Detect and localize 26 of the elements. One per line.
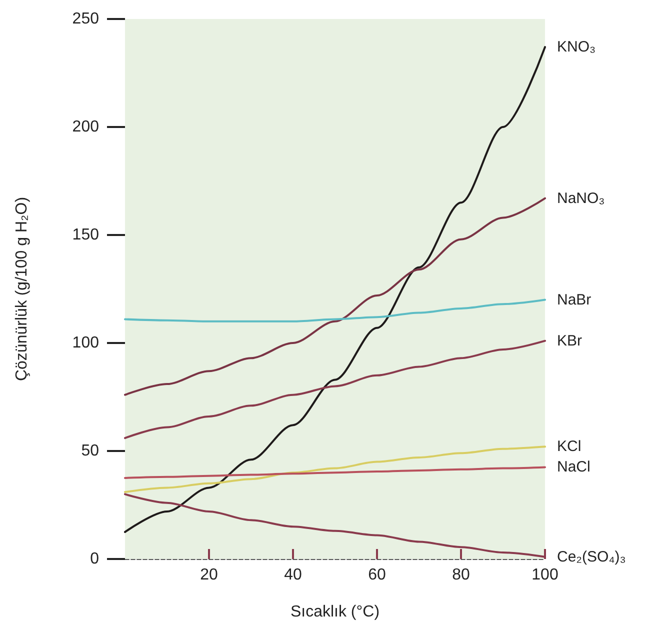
series-label: NaBr [557,291,592,308]
y-tick-label: 50 [81,442,100,460]
y-tick-label: 100 [72,334,100,352]
line-series [124,46,546,533]
x-axis-title: Sıcaklık (°C) [290,604,380,620]
x-tick-label: 100 [532,566,558,584]
y-tick-label: 200 [72,118,100,136]
x-tick-label: 40 [284,566,302,584]
series-label: NaCl [557,458,590,476]
x-tick-label: 60 [368,566,386,584]
y-axis-title: Çözünürlük (g/100 g H₂O) [14,196,30,382]
series-label: KCl [557,438,582,456]
line-series [124,298,546,322]
y-tick-label: 150 [72,226,100,244]
line-series [124,466,546,479]
x-tick-label: 80 [452,566,470,584]
series-label: Ce₂(SO₄)₃ [557,548,626,566]
line-series [124,340,546,440]
y-tick-label: 0 [90,550,100,568]
x-tick-label: 20 [200,566,218,584]
series-label: KBr [557,332,582,350]
line-series [124,197,546,396]
line-series [124,446,546,494]
series-label: NaNO₃ [557,190,605,207]
y-tick-label: 250 [72,10,100,28]
series-label: KNO₃ [557,38,596,56]
